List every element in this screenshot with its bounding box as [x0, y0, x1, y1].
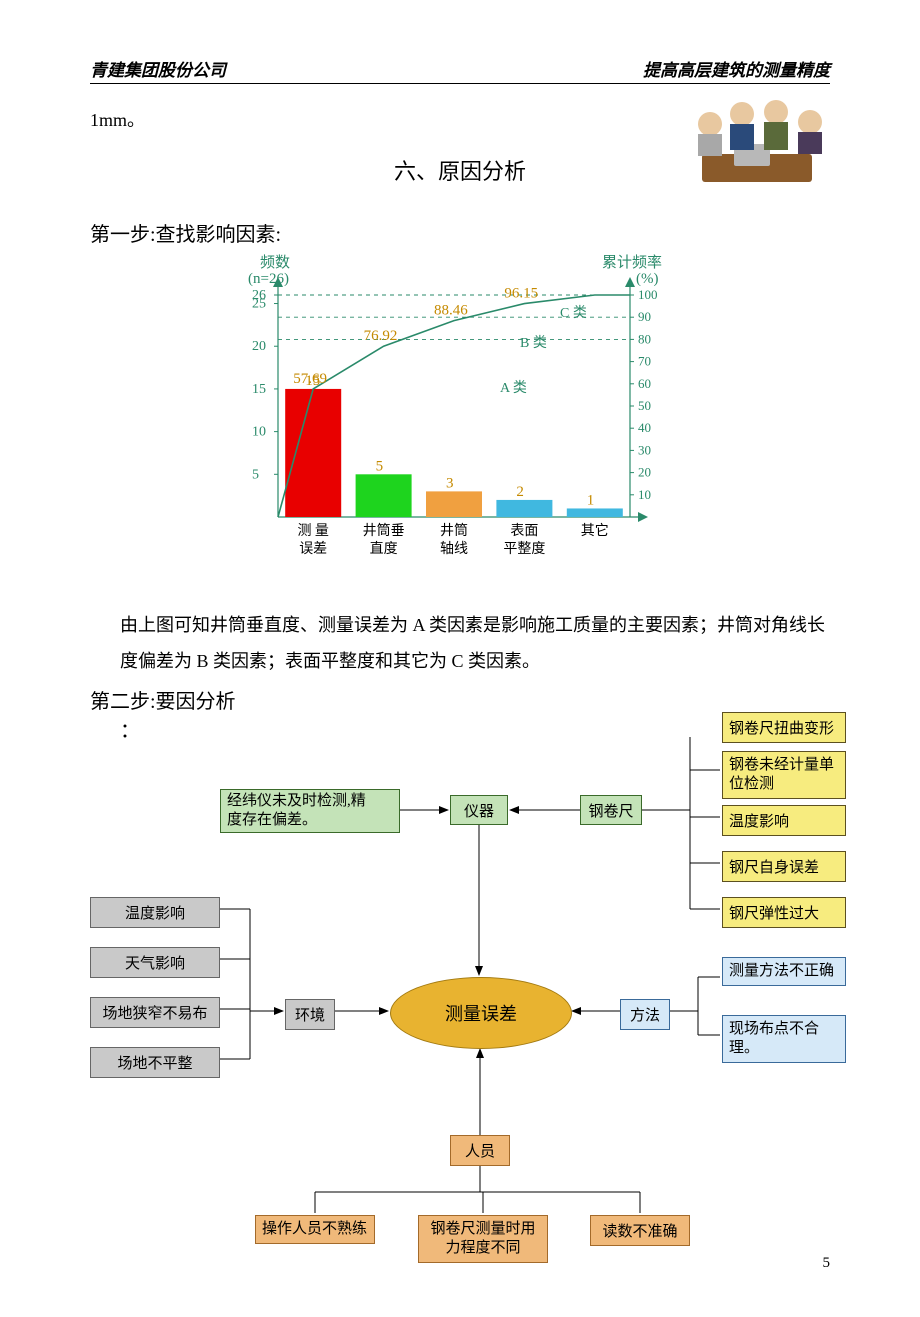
svg-text:50: 50 [638, 398, 651, 413]
svg-text:直度: 直度 [370, 540, 398, 557]
header-left: 青建集团股份公司 [90, 56, 226, 81]
svg-text:轴线: 轴线 [440, 541, 468, 557]
svg-text:40: 40 [638, 420, 651, 435]
cause-tape-temp: 温度影响 [722, 805, 846, 836]
node-tape: 钢卷尺 [580, 795, 642, 825]
svg-text:60: 60 [638, 376, 651, 391]
pareto-chart: 频数(n=26)累计频率(%)5101520252610203040506070… [190, 247, 730, 587]
analysis-paragraph: 由上图可知井筒垂直度、测量误差为 A 类因素是影响施工质量的主要因素；井筒对角线… [90, 607, 830, 679]
svg-text:1: 1 [587, 492, 595, 508]
center-ellipse: 测量误差 [390, 977, 572, 1049]
svg-text:100: 100 [638, 287, 658, 302]
step2-heading: 第二步:要因分析 [90, 685, 830, 714]
svg-text:20: 20 [252, 339, 266, 354]
svg-text:80: 80 [638, 331, 651, 346]
svg-text:C 类: C 类 [560, 305, 587, 321]
fishbone-diagram: 经纬仪未及时检测,精度存在偏差。 仪器 钢卷尺 钢卷尺扭曲变形 钢卷未经计量单位… [90, 737, 880, 1317]
svg-text:30: 30 [638, 442, 651, 457]
cause-tape-uncalib: 钢卷未经计量单位检测 [722, 751, 846, 799]
step1-heading: 第一步:查找影响因素: [90, 218, 830, 247]
svg-text:10: 10 [252, 425, 266, 440]
node-person: 人员 [450, 1135, 510, 1166]
svg-text:误差: 误差 [299, 541, 327, 557]
svg-text:井筒: 井筒 [440, 522, 468, 539]
cause-tape-selferr: 钢尺自身误差 [722, 851, 846, 882]
env-narrow: 场地狭窄不易布 [90, 997, 220, 1028]
svg-text:70: 70 [638, 354, 651, 369]
cause-tape-elastic: 钢尺弹性过大 [722, 897, 846, 928]
svg-text:88.46: 88.46 [434, 303, 468, 319]
page-number: 5 [823, 1255, 831, 1272]
svg-text:表面: 表面 [510, 523, 538, 539]
svg-text:频数: 频数 [260, 254, 290, 271]
svg-text:57.69: 57.69 [293, 371, 327, 387]
person-reading: 读数不准确 [590, 1215, 690, 1246]
node-instrument: 仪器 [450, 795, 508, 825]
svg-text:10: 10 [638, 487, 651, 502]
env-temp: 温度影响 [90, 897, 220, 928]
note-theodolite: 经纬仪未及时检测,精度存在偏差。 [220, 789, 400, 833]
person-unskilled: 操作人员不熟练 [255, 1215, 375, 1244]
svg-text:90: 90 [638, 309, 651, 324]
node-method: 方法 [620, 999, 670, 1030]
svg-text:15: 15 [252, 382, 266, 397]
svg-text:累计频率: 累计频率 [602, 254, 662, 271]
svg-text:3: 3 [446, 475, 454, 491]
svg-text:5: 5 [376, 458, 384, 474]
env-uneven: 场地不平整 [90, 1047, 220, 1078]
svg-text:B 类: B 类 [520, 335, 547, 351]
svg-text:平整度: 平整度 [503, 541, 545, 557]
svg-text:26: 26 [252, 288, 266, 303]
cause-tape-deform: 钢卷尺扭曲变形 [722, 712, 846, 743]
svg-text:测 量: 测 量 [297, 523, 329, 539]
node-environment: 环境 [285, 999, 335, 1030]
meeting-clipart [672, 86, 842, 186]
svg-text:井筒垂: 井筒垂 [363, 522, 405, 539]
svg-text:(n=26): (n=26) [248, 271, 289, 287]
svg-text:96.15: 96.15 [504, 286, 538, 302]
svg-text:(%): (%) [636, 271, 659, 287]
svg-text:2: 2 [516, 484, 524, 500]
env-weather: 天气影响 [90, 947, 220, 978]
person-force: 钢卷尺测量时用力程度不同 [418, 1215, 548, 1263]
svg-text:76.92: 76.92 [364, 328, 398, 344]
svg-text:5: 5 [252, 467, 259, 482]
header-right: 提高高层建筑的测量精度 [643, 56, 830, 81]
method-layout: 现场布点不合理。 [722, 1015, 846, 1063]
svg-text:20: 20 [638, 465, 651, 480]
svg-text:其它: 其它 [581, 522, 609, 539]
method-wrong: 测量方法不正确 [722, 957, 846, 986]
svg-text:A 类: A 类 [500, 380, 527, 396]
